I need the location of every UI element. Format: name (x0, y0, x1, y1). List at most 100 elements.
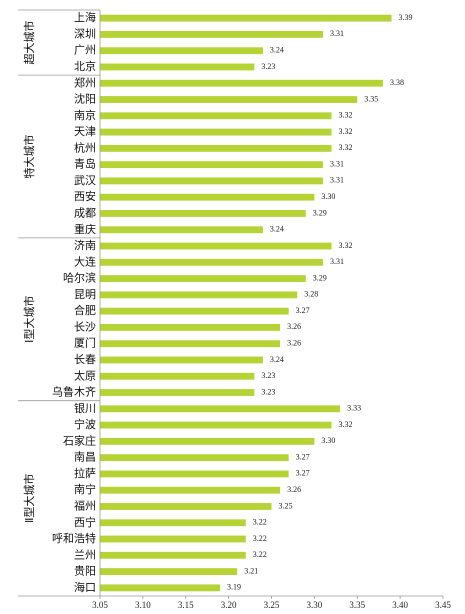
bar (100, 258, 323, 266)
value-label: 3.32 (339, 127, 353, 136)
bar (100, 14, 392, 22)
group-label: 特大城市 (22, 135, 36, 179)
value-label: 3.26 (287, 485, 301, 494)
value-label: 3.32 (339, 420, 353, 429)
bar (100, 437, 315, 445)
x-tick-label: 3.35 (349, 600, 365, 610)
value-label: 3.24 (270, 225, 284, 234)
bar (100, 161, 323, 169)
x-tick-label: 3.10 (135, 600, 151, 610)
bar (100, 47, 263, 55)
category-label: 上海 (74, 10, 96, 24)
value-label: 3.33 (347, 404, 361, 413)
group-label: Ⅰ型大城市 (22, 296, 36, 343)
value-label: 3.22 (253, 534, 267, 543)
value-label: 3.24 (270, 355, 284, 364)
value-label: 3.30 (321, 436, 335, 445)
category-label: 呼和浩特 (52, 531, 96, 545)
value-label: 3.27 (296, 452, 310, 461)
x-tick-label: 3.40 (392, 600, 408, 610)
value-label: 3.31 (330, 257, 344, 266)
category-label: 海口 (74, 580, 96, 594)
category-label: 西安 (74, 189, 96, 203)
category-label: 石家庄 (63, 433, 96, 447)
category-label: 南昌 (74, 451, 96, 464)
bar (100, 486, 281, 494)
value-label: 3.24 (270, 46, 284, 55)
category-label: 福州 (74, 498, 96, 512)
bar (100, 291, 298, 299)
x-tick-label: 3.25 (264, 600, 280, 610)
bar (100, 96, 358, 103)
value-label: 3.38 (390, 78, 404, 87)
x-tick-label: 3.45 (435, 600, 451, 610)
value-label: 3.30 (321, 192, 335, 201)
value-label: 3.31 (330, 29, 344, 38)
bar (100, 519, 246, 527)
category-label: 厦门 (74, 336, 96, 350)
bar (100, 551, 246, 559)
category-label: 昆明 (74, 288, 96, 301)
x-tick-label: 3.20 (221, 600, 237, 610)
bar (100, 470, 289, 478)
category-label: 郑州 (74, 75, 96, 89)
bar (100, 112, 332, 120)
value-label: 3.22 (253, 550, 267, 559)
value-label: 3.29 (313, 273, 327, 282)
value-label: 3.31 (330, 159, 344, 168)
bar (100, 356, 263, 364)
x-tick-label: 3.05 (92, 600, 108, 610)
x-tick-label: 3.15 (178, 600, 194, 610)
bar (100, 584, 221, 592)
bar (100, 568, 238, 576)
bar (100, 210, 306, 217)
category-label: 西宁 (74, 515, 96, 529)
group-label: 超大城市 (22, 21, 36, 65)
bar (100, 177, 323, 185)
value-label: 3.25 (279, 501, 293, 510)
value-label: 3.22 (253, 518, 267, 527)
value-label: 3.29 (313, 208, 327, 217)
value-label: 3.32 (339, 143, 353, 152)
bar (100, 323, 281, 331)
value-label: 3.21 (244, 566, 258, 575)
value-label: 3.23 (261, 62, 275, 71)
category-label: 乌鲁木齐 (52, 385, 96, 399)
category-label: 沈阳 (74, 92, 96, 106)
value-label: 3.32 (339, 241, 353, 250)
bar (100, 63, 255, 71)
value-label: 3.27 (296, 469, 310, 478)
category-label: 兰州 (74, 548, 96, 561)
category-label: 哈尔滨 (63, 271, 96, 285)
value-label: 3.23 (261, 387, 275, 396)
bar (100, 307, 289, 315)
value-label: 3.26 (287, 339, 301, 348)
bar (100, 275, 306, 283)
bar (100, 421, 332, 429)
category-label: 贵阳 (74, 565, 96, 578)
bar (100, 372, 255, 380)
value-label: 3.19 (227, 583, 241, 592)
category-label: 南宁 (74, 482, 96, 496)
category-label: 北京 (74, 59, 96, 73)
category-label: 拉萨 (74, 466, 96, 480)
bar (100, 144, 332, 152)
category-label: 宁波 (74, 417, 96, 431)
category-label: 太原 (74, 369, 96, 382)
category-label: 武汉 (74, 174, 96, 187)
bar (100, 242, 332, 250)
category-label: 大连 (74, 254, 96, 268)
category-label: 重庆 (74, 222, 96, 236)
value-label: 3.35 (364, 94, 378, 103)
category-label: 南京 (74, 108, 96, 122)
group-label: Ⅱ型大城市 (22, 474, 36, 523)
bar (100, 503, 272, 510)
category-label: 合肥 (74, 303, 96, 317)
value-label: 3.27 (296, 306, 310, 315)
value-label: 3.23 (261, 371, 275, 380)
category-label: 青岛 (74, 157, 96, 171)
bar (100, 405, 341, 413)
bar (100, 30, 323, 38)
